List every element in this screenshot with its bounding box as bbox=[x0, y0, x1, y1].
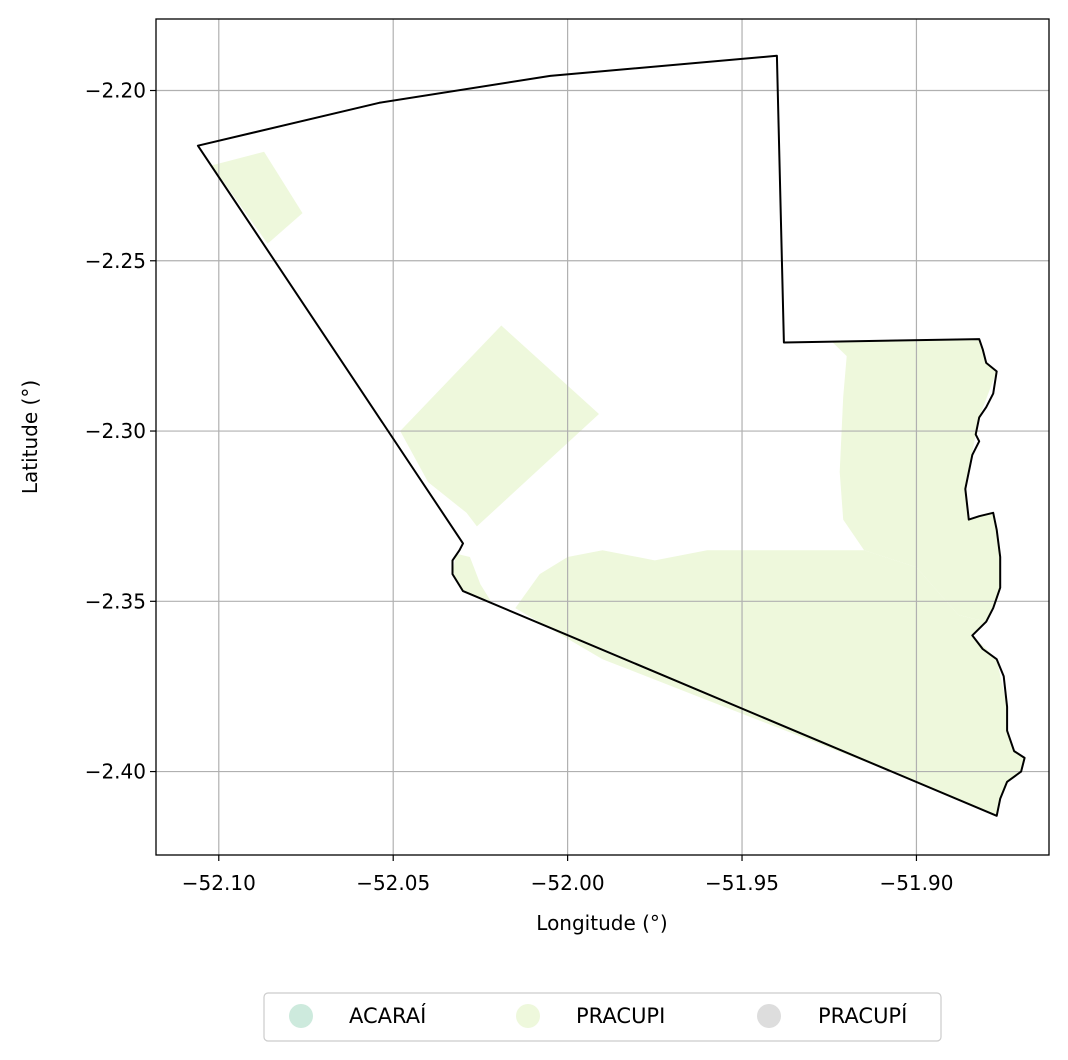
plot-frame bbox=[155, 18, 1050, 856]
x-tick-label-3: −51.95 bbox=[705, 871, 779, 895]
boundary-layer bbox=[196, 54, 1026, 817]
study-area-boundary bbox=[196, 54, 1026, 817]
legend-label-1: PRACUPI bbox=[576, 1004, 665, 1028]
y-tick-label-0: −2.20 bbox=[85, 79, 146, 103]
region-pracupi-polygon-0 bbox=[211, 151, 303, 244]
y-tick-label-1: −2.25 bbox=[85, 249, 146, 273]
y-axis: −2.20 −2.25 −2.30 −2.35 −2.40 bbox=[85, 79, 156, 784]
y-axis-label: Latitude (°) bbox=[18, 380, 42, 494]
legend-label-2: PRACUPÍ bbox=[818, 1003, 907, 1028]
x-axis: −52.10 −52.05 −52.00 −51.95 −51.90 bbox=[182, 855, 953, 895]
x-tick-label-0: −52.10 bbox=[182, 871, 256, 895]
grid-layer bbox=[156, 19, 1049, 855]
legend-marker-0 bbox=[289, 1004, 313, 1028]
x-tick-label-1: −52.05 bbox=[356, 871, 430, 895]
legend-marker-1 bbox=[516, 1004, 540, 1028]
legend: ACARAÍ PRACUPI PRACUPÍ bbox=[263, 992, 942, 1042]
y-tick-label-3: −2.35 bbox=[85, 589, 146, 613]
region-pracupi-polygon-1 bbox=[400, 325, 599, 527]
y-tick-label-2: −2.30 bbox=[85, 419, 146, 443]
x-tick-label-2: −52.00 bbox=[531, 871, 605, 895]
x-tick-label-4: −51.90 bbox=[879, 871, 953, 895]
region-pracupi-polygon-4 bbox=[515, 550, 1025, 816]
legend-label-0: ACARAÍ bbox=[349, 1003, 426, 1028]
x-axis-label: Longitude (°) bbox=[536, 911, 667, 935]
y-tick-label-4: −2.40 bbox=[85, 760, 146, 784]
legend-marker-2 bbox=[757, 1004, 781, 1028]
